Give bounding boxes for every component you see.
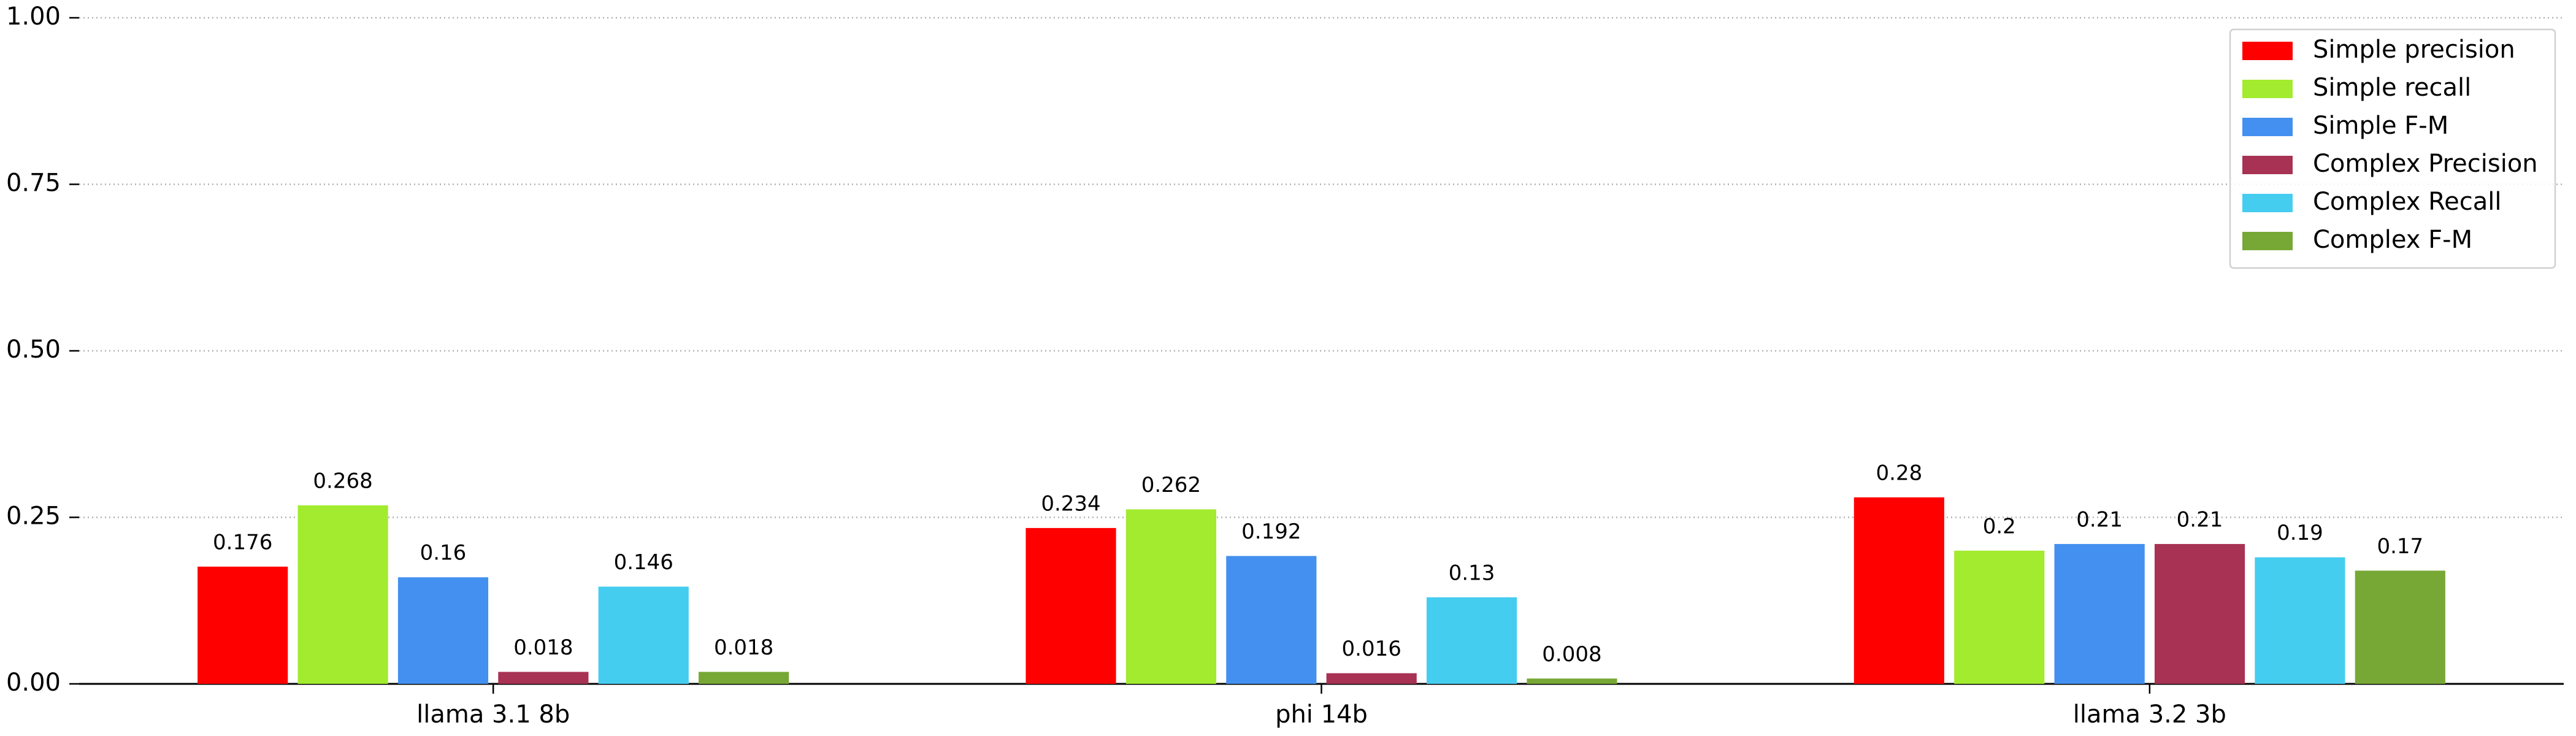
legend-swatch <box>2242 194 2293 212</box>
bar <box>1025 527 1116 684</box>
bar <box>1426 597 1517 684</box>
legend-label: Simple recall <box>2313 74 2471 102</box>
value-label: 0.262 <box>1141 473 1201 497</box>
bar <box>397 577 489 684</box>
value-label: 0.28 <box>1876 461 1923 485</box>
legend-swatch <box>2242 118 2293 136</box>
bar <box>1326 673 1417 684</box>
legend-label: Simple F-M <box>2313 112 2448 140</box>
legend-swatch <box>2242 80 2293 98</box>
x-tick-label: llama 3.2 3b <box>2073 700 2226 729</box>
legend-label: Complex F-M <box>2313 226 2472 254</box>
bar <box>1853 497 1944 684</box>
value-label: 0.268 <box>313 469 372 493</box>
y-tick-label: 1.00 <box>6 2 61 31</box>
bar <box>2154 543 2245 684</box>
value-label: 0.008 <box>1542 642 1601 667</box>
value-label: 0.018 <box>513 635 573 660</box>
value-label: 0.13 <box>1449 561 1495 585</box>
legend-swatch <box>2242 156 2293 174</box>
bar <box>1527 678 1617 684</box>
y-tick-label: 0.50 <box>6 335 61 364</box>
bar <box>2355 570 2445 684</box>
bar <box>1954 550 2045 684</box>
legend-label: Simple precision <box>2313 36 2515 64</box>
y-tick-label: 0.25 <box>6 502 61 531</box>
x-tick-label: phi 14b <box>1275 700 1368 729</box>
value-label: 0.16 <box>420 541 467 565</box>
value-label: 0.19 <box>2277 521 2323 545</box>
value-label: 0.192 <box>1241 519 1301 544</box>
value-label: 0.016 <box>1342 637 1401 661</box>
value-label: 0.21 <box>2076 507 2123 532</box>
value-label: 0.21 <box>2177 507 2223 532</box>
bar <box>699 672 789 684</box>
bar <box>197 566 288 684</box>
value-label: 0.17 <box>2377 534 2423 559</box>
bar <box>1226 556 1317 684</box>
value-label: 0.234 <box>1041 491 1100 516</box>
legend-label: Complex Recall <box>2313 188 2502 216</box>
legend-label: Complex Precision <box>2313 150 2538 178</box>
bar <box>498 672 589 684</box>
legend-swatch <box>2242 42 2293 60</box>
legend-swatch <box>2242 232 2293 250</box>
bar <box>2054 543 2145 684</box>
y-tick-label: 0.00 <box>6 669 61 697</box>
bar <box>598 586 689 684</box>
y-tick-label: 0.75 <box>6 169 61 197</box>
bar <box>297 505 388 684</box>
bar <box>1125 509 1217 684</box>
bar <box>2255 557 2345 684</box>
x-tick-label: llama 3.1 8b <box>416 700 570 729</box>
value-label: 0.018 <box>714 635 773 660</box>
legend-box <box>2229 28 2556 269</box>
value-label: 0.2 <box>1983 514 2016 539</box>
value-label: 0.146 <box>614 550 673 575</box>
value-label: 0.176 <box>213 530 272 554</box>
